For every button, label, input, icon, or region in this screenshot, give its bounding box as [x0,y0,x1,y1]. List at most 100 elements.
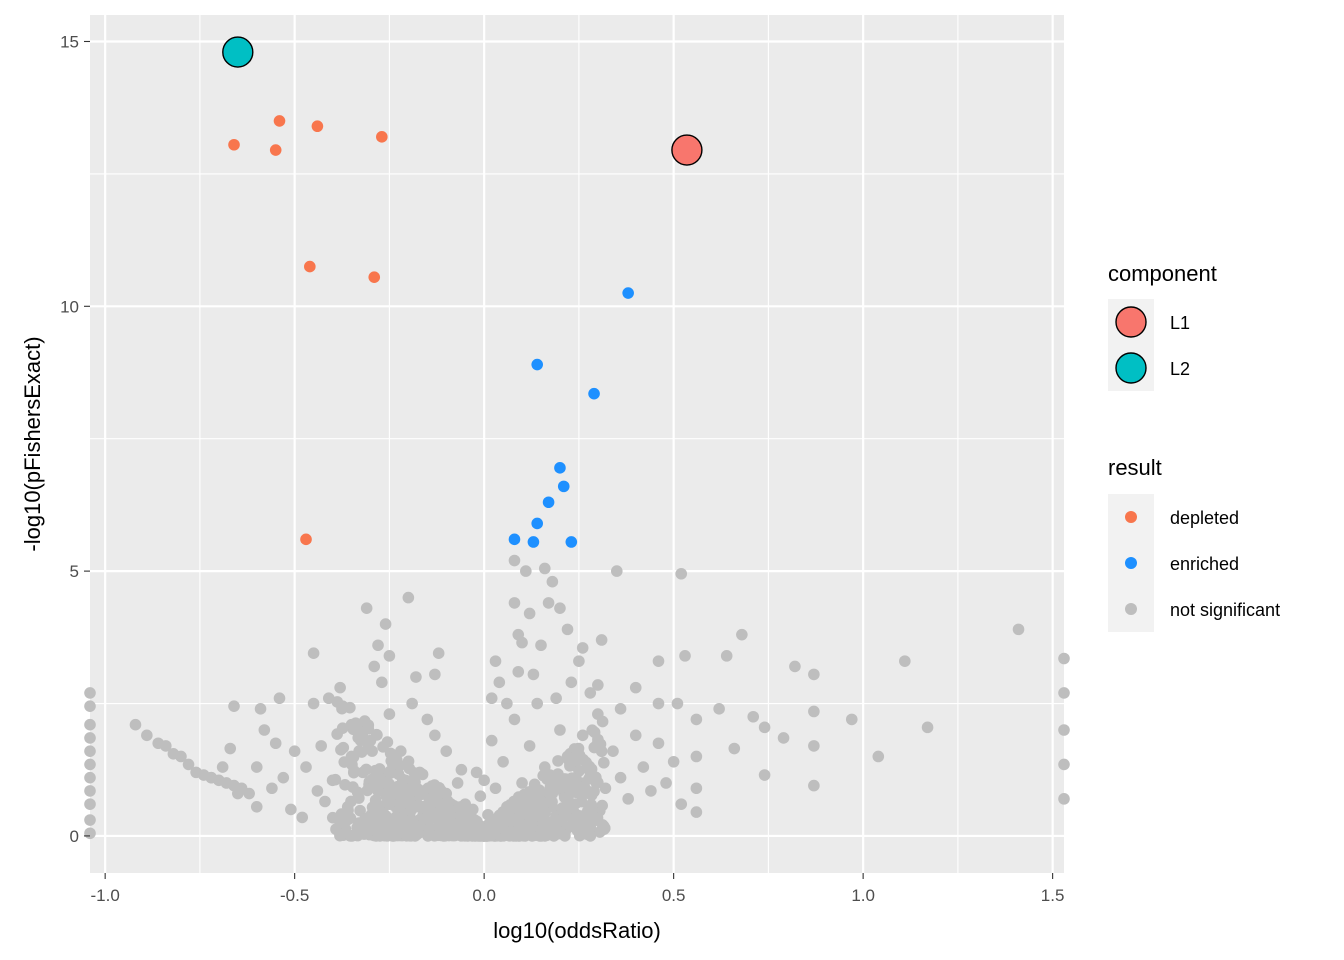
x-tick-label: -1.0 [91,886,120,905]
legend-key-not-significant [1125,603,1137,615]
point-not-significant [307,647,320,660]
legend-key-l2 [1115,352,1147,384]
legend-result: result depleted enriched not significant [1108,455,1280,632]
point-not-significant [354,726,367,738]
point-not-significant [384,767,397,779]
point-not-significant [527,806,540,818]
point-not-significant [296,811,309,824]
point-not-significant [376,815,389,827]
point-not-significant [348,764,360,777]
point-not-significant [346,830,358,842]
point-not-significant [84,700,96,712]
point-not-significant [410,828,423,841]
x-tick-label: -0.5 [280,886,309,905]
point-not-significant [497,755,509,768]
point-not-significant [1058,652,1070,665]
point-not-significant [432,647,445,660]
point-not-significant [573,822,585,834]
point-not-significant [587,815,600,827]
point-not-significant [141,729,153,742]
point-enriched [557,480,570,493]
point-not-significant [599,782,612,795]
point-not-significant [607,745,619,757]
point-not-significant [508,713,521,726]
point-not-significant [394,797,406,810]
point-not-significant [637,761,650,773]
point-not-significant [485,734,498,747]
point-not-significant [366,773,379,786]
point-not-significant [588,726,601,739]
point-not-significant [679,650,691,662]
point-not-significant [84,771,96,784]
point-not-significant [354,804,366,817]
point-not-significant [747,710,760,723]
point-not-significant [845,713,858,726]
point-not-significant [493,676,506,689]
legend-label-depleted: depleted [1170,508,1239,528]
point-not-significant [422,826,435,839]
point-not-significant [250,800,263,813]
point-not-significant [413,788,426,801]
legend-label-not-significant: not significant [1170,600,1280,620]
point-not-significant [470,829,483,841]
point-depleted [228,138,240,151]
point-not-significant [565,676,578,689]
point-not-significant [311,785,324,797]
point-not-significant [595,634,608,646]
point-not-significant [451,777,464,789]
point-not-significant [216,761,229,773]
point-not-significant [523,786,536,798]
point-not-significant [690,750,703,763]
point-not-significant [501,697,513,710]
point-not-significant [527,668,540,681]
point-not-significant [629,681,642,694]
point-not-significant [355,746,368,758]
point-not-significant [322,692,335,705]
point-not-significant [336,722,349,734]
point-not-significant [394,779,407,792]
point-not-significant [789,660,801,673]
point-not-significant [675,798,688,810]
point-not-significant [379,618,392,630]
point-not-significant [598,756,610,769]
point-not-significant [573,655,585,667]
point-not-significant [360,602,373,614]
point-not-significant [410,671,422,683]
point-not-significant [277,771,290,784]
point-not-significant [440,745,453,757]
point-not-significant [474,790,487,803]
point-enriched [622,287,634,299]
point-not-significant [266,782,278,795]
y-axis-title: -log10(pFishersExact) [20,336,45,551]
point-depleted [304,260,316,273]
point-not-significant [512,665,525,678]
point-not-significant [228,700,240,712]
point-not-significant [1058,758,1070,771]
point-not-significant [84,687,96,699]
point-not-significant [84,814,96,826]
point-enriched [527,536,540,548]
point-depleted [311,120,324,133]
point-not-significant [354,734,367,747]
legend-label-enriched: enriched [1170,554,1239,574]
point-not-significant [345,750,358,763]
point-component-l1 [671,134,703,166]
point-not-significant [777,732,790,744]
axes: -1.0 -0.5 0.0 0.5 1.0 1.5 0 5 10 15 [60,32,1064,905]
point-not-significant [713,703,725,715]
legend-title-result: result [1108,455,1162,480]
point-not-significant [872,750,885,763]
point-not-significant [425,793,437,805]
point-not-significant [1058,793,1070,805]
point-not-significant [383,708,396,720]
point-not-significant [532,790,544,803]
point-not-significant [421,713,434,726]
point-not-significant [402,755,415,768]
point-not-significant [84,798,96,810]
point-not-significant [489,782,502,795]
y-tick-label: 0 [70,827,79,846]
point-not-significant [84,745,96,757]
point-enriched [542,496,555,509]
point-not-significant [690,782,703,795]
point-not-significant [504,825,517,838]
